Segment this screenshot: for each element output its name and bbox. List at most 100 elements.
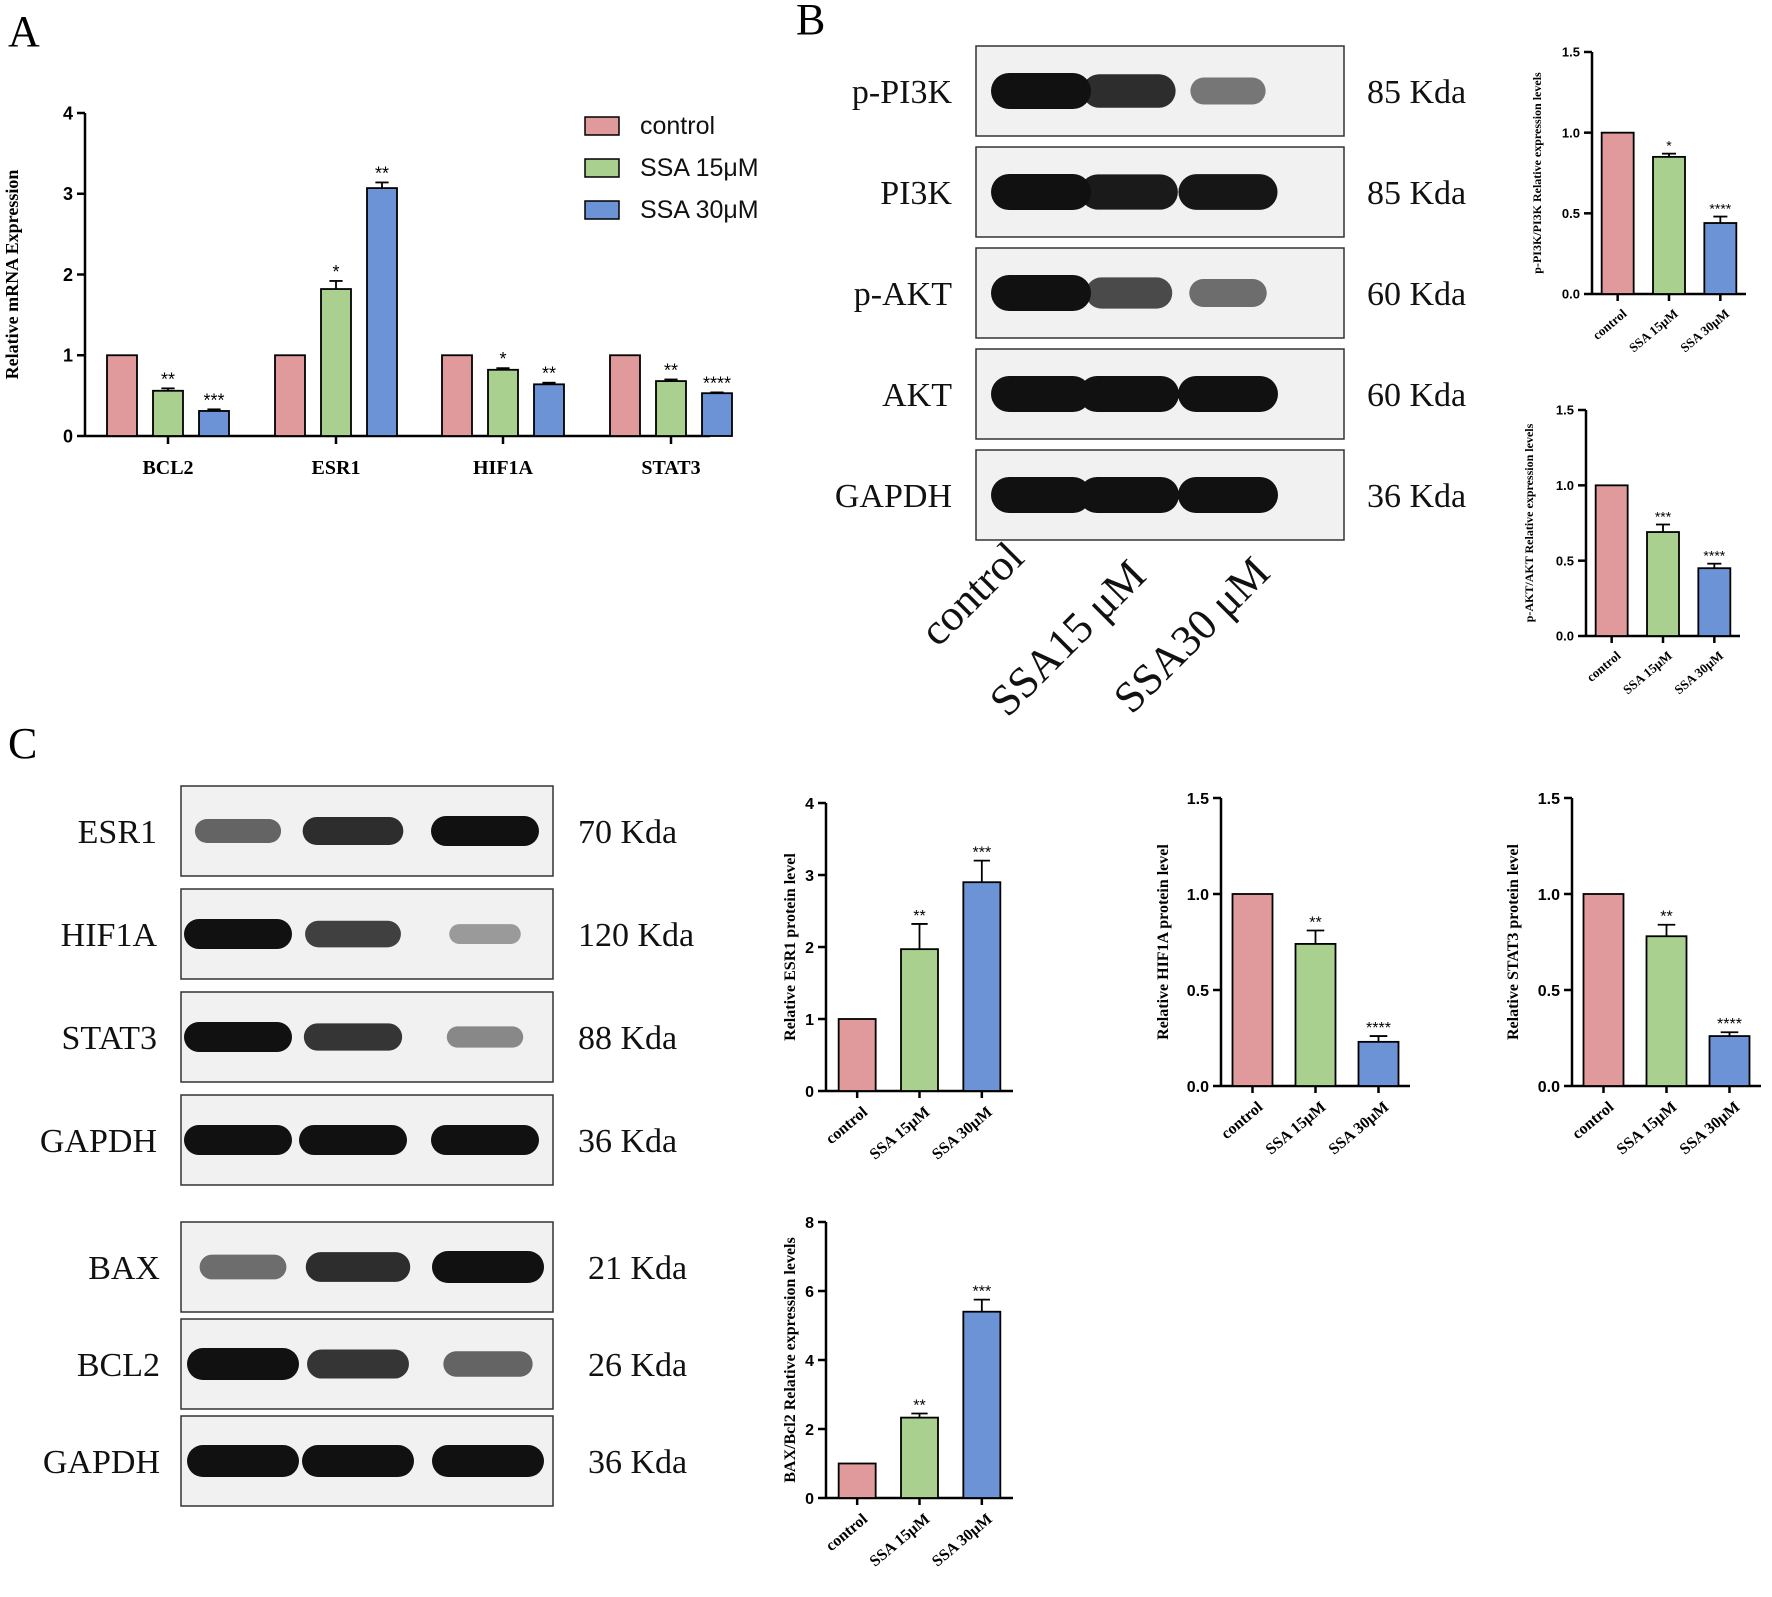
y-tick-label: 1.5 bbox=[1556, 403, 1574, 418]
y-tick-label: 2 bbox=[805, 940, 814, 957]
blot-band bbox=[1178, 174, 1278, 210]
blot-band bbox=[302, 817, 404, 845]
panel-label-b: B bbox=[796, 0, 825, 44]
blot-band bbox=[184, 919, 292, 949]
panel-label-a: A bbox=[8, 7, 40, 56]
x-category-label: control bbox=[823, 1103, 872, 1148]
significance-label: **** bbox=[1709, 201, 1731, 217]
significance-label: *** bbox=[1655, 509, 1672, 525]
blot-row-label: GAPDH bbox=[835, 478, 952, 515]
y-tick-label: 1 bbox=[63, 346, 73, 366]
blot-row-label: GAPDH bbox=[40, 1123, 157, 1160]
blot-c-lower: BAX 21 Kda BCL2 26 Kda GAPDH 36 Kda bbox=[43, 1221, 687, 1507]
blot-band bbox=[184, 1125, 292, 1155]
bar-2 bbox=[1697, 567, 1732, 637]
blot-band bbox=[449, 924, 521, 944]
x-category-label: BCL2 bbox=[142, 457, 193, 479]
blot-band bbox=[431, 816, 539, 846]
blot-kda-label: 70 Kda bbox=[578, 814, 677, 851]
x-category-label: control bbox=[1584, 648, 1624, 685]
y-tick-label: 3 bbox=[805, 868, 814, 885]
blot-band bbox=[305, 920, 401, 948]
y-tick-label: 2 bbox=[63, 265, 73, 285]
bar-esr1-1 bbox=[320, 288, 352, 437]
blot-band bbox=[1190, 77, 1266, 105]
blot-band bbox=[1080, 174, 1178, 210]
blot-band bbox=[299, 1125, 407, 1155]
chart-c2: 0.0 0.5 1.0 1.5 Relative HIF1A protein level… bbox=[1155, 791, 1410, 1158]
blot-band bbox=[1178, 477, 1278, 513]
y-tick-label: 0 bbox=[805, 1491, 814, 1508]
bar-stat3-1 bbox=[655, 380, 687, 437]
bar-2 bbox=[1357, 1040, 1400, 1087]
blot-row-label: HIF1A bbox=[61, 917, 158, 954]
blot-band bbox=[303, 1023, 403, 1051]
y-tick-label: 2 bbox=[805, 1422, 814, 1439]
bar-0 bbox=[1231, 893, 1274, 1087]
blot-row-label: STAT3 bbox=[61, 1020, 157, 1057]
significance-label: *** bbox=[203, 390, 224, 410]
blot-kda-label: 60 Kda bbox=[1367, 377, 1466, 414]
bar-bcl2-2 bbox=[198, 410, 230, 437]
y-tick-label: 0.0 bbox=[1187, 1079, 1209, 1096]
significance-label: *** bbox=[972, 1284, 991, 1301]
y-tick-label: 4 bbox=[63, 103, 73, 123]
bar-bcl2-1 bbox=[152, 389, 184, 437]
panel-label-c: C bbox=[8, 719, 37, 768]
blot-band bbox=[1178, 376, 1278, 412]
blot-band bbox=[307, 1349, 409, 1379]
y-tick-label: 0.0 bbox=[1538, 1079, 1560, 1096]
legend-label: SSA 15μM bbox=[640, 154, 759, 182]
x-category-label: control bbox=[1569, 1098, 1618, 1143]
lane-label: control bbox=[910, 532, 1033, 655]
significance-label: ** bbox=[1660, 909, 1672, 926]
x-category-label: SSA 30μM bbox=[929, 1104, 996, 1164]
y-axis-title: Relative HIF1A protein level bbox=[1155, 844, 1172, 1040]
significance-label: **** bbox=[1717, 1016, 1742, 1033]
blot-kda-label: 21 Kda bbox=[588, 1250, 687, 1287]
blot-band bbox=[199, 1254, 287, 1280]
x-category-label: SSA 30μM bbox=[1671, 648, 1726, 697]
x-category-label: control bbox=[1218, 1098, 1267, 1143]
y-tick-label: 0.5 bbox=[1556, 553, 1574, 568]
significance-label: ** bbox=[542, 364, 556, 384]
blot-row-label: p-AKT bbox=[854, 276, 952, 313]
x-category-label: control bbox=[823, 1510, 872, 1555]
legend-label: SSA 30μM bbox=[640, 196, 759, 224]
significance-label: ** bbox=[664, 360, 678, 380]
bar-2 bbox=[1708, 1035, 1751, 1087]
y-tick-label: 1.0 bbox=[1538, 887, 1560, 904]
significance-label: *** bbox=[972, 845, 991, 862]
bar-1 bbox=[1652, 155, 1686, 295]
x-category-label: HIF1A bbox=[473, 457, 534, 479]
blot-band bbox=[991, 174, 1091, 210]
blot-band bbox=[1085, 277, 1173, 309]
bar-0 bbox=[1582, 893, 1625, 1087]
x-category-label: SSA 15μM bbox=[1620, 648, 1675, 697]
y-tick-label: 4 bbox=[805, 796, 814, 813]
blot-band bbox=[443, 1351, 533, 1377]
legend: control SSA 15μM SSA 30μM bbox=[584, 112, 759, 224]
blot-kda-label: 85 Kda bbox=[1367, 175, 1466, 212]
bar-2 bbox=[962, 1310, 1002, 1499]
blot-row-label: p-PI3K bbox=[852, 74, 953, 111]
blot-band bbox=[1079, 376, 1179, 412]
blot-band bbox=[187, 1445, 299, 1477]
bar-hif1a-1 bbox=[487, 368, 519, 437]
chart-c4: 0 2 4 6 8 BAX/Bcl2 Relative expression levels… bbox=[782, 1215, 1013, 1570]
y-tick-label: 0 bbox=[63, 426, 73, 446]
blot-band bbox=[432, 1445, 544, 1477]
y-tick-label: 1.5 bbox=[1538, 791, 1560, 808]
significance-label: **** bbox=[1703, 548, 1725, 564]
significance-label: **** bbox=[1366, 1020, 1391, 1037]
bar-0 bbox=[1600, 131, 1635, 295]
x-category-label: ESR1 bbox=[312, 457, 361, 479]
y-tick-label: 0.0 bbox=[1556, 629, 1574, 644]
blot-band bbox=[1079, 477, 1179, 513]
x-category-label: SSA 15μM bbox=[867, 1104, 934, 1164]
bar-2 bbox=[962, 881, 1002, 1092]
blot-row-label: PI3K bbox=[880, 175, 952, 212]
y-tick-label: 4 bbox=[805, 1353, 814, 1370]
